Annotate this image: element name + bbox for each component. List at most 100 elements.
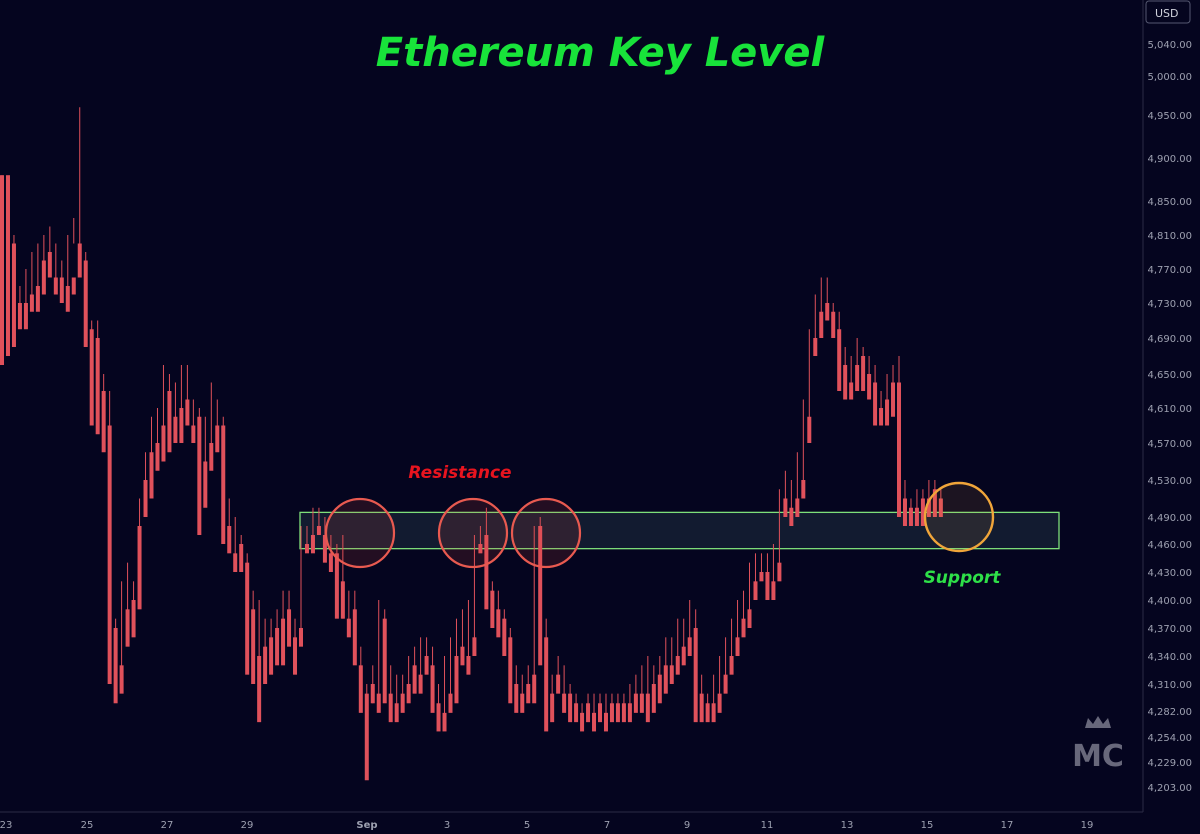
candle-body [436, 703, 441, 732]
candle-body [645, 693, 650, 723]
y-tick-label: 4,730.00 [1147, 299, 1192, 310]
candle [783, 470, 788, 517]
candle [556, 656, 561, 694]
candle [520, 674, 525, 713]
candle-body [723, 674, 728, 694]
candle [801, 399, 806, 499]
candle-body [920, 498, 925, 526]
candle [287, 590, 292, 647]
candle-body [179, 408, 184, 443]
candle-body [765, 572, 770, 600]
candle [711, 674, 716, 723]
y-tick-label: 4,950.00 [1147, 111, 1192, 122]
candle-body [717, 693, 722, 713]
candle-body [777, 562, 782, 582]
y-tick-label: 4,690.00 [1147, 334, 1192, 345]
candle-body [867, 374, 872, 400]
candle-body [639, 693, 644, 713]
candle [89, 320, 94, 426]
candle [490, 581, 495, 628]
candle-body [580, 712, 585, 732]
candle [71, 218, 76, 295]
candle [789, 480, 794, 526]
zone-layer [299, 511, 1060, 550]
candle-body [568, 693, 573, 723]
candle-body [340, 581, 345, 619]
candle-body [287, 609, 292, 647]
candle [568, 684, 573, 723]
candle [723, 637, 728, 694]
candle-body [388, 693, 393, 723]
candle [95, 320, 100, 435]
candle-body [191, 425, 196, 443]
key-level-zone [299, 511, 1060, 550]
candle [173, 382, 178, 443]
candle [0, 175, 4, 365]
candle-body [107, 425, 112, 684]
x-tick-label: 11 [761, 820, 774, 830]
candle [699, 674, 704, 723]
candle [131, 581, 136, 638]
candle [598, 693, 602, 723]
candle [125, 562, 130, 647]
candle-body [83, 260, 88, 347]
candle [107, 391, 112, 684]
candle [257, 600, 262, 723]
candle-body [861, 356, 866, 391]
candle [687, 600, 692, 656]
candle [442, 656, 447, 732]
candle-body [41, 260, 46, 295]
candle [406, 656, 411, 704]
candle [400, 674, 405, 713]
candle [65, 235, 70, 312]
candle-body [203, 461, 208, 508]
y-axis: 4,203.00 4,229.00 4,254.00 4,282.00 4,310.00… [1142, 0, 1192, 812]
candle [693, 609, 698, 723]
candle [747, 562, 752, 628]
x-tick-label: 7 [604, 820, 610, 830]
candle-body [113, 628, 118, 704]
candle [914, 489, 919, 526]
candle-body [885, 399, 890, 426]
candle-body [209, 443, 214, 471]
candle-body [143, 480, 148, 517]
candle-body [902, 498, 907, 526]
candle [466, 600, 471, 675]
candle [418, 637, 423, 694]
candle [657, 656, 662, 704]
candle-body [926, 498, 931, 517]
candle-body [472, 637, 477, 656]
x-tick-label: 17 [1001, 820, 1014, 830]
candle-body [783, 498, 788, 517]
candle [310, 507, 315, 554]
candle [263, 618, 268, 684]
candle-body [615, 703, 620, 723]
candle [639, 665, 644, 713]
candle-body [358, 665, 363, 713]
currency-badge[interactable] [1145, 0, 1191, 24]
candle-body [771, 581, 776, 600]
candle [167, 374, 172, 453]
candle [938, 489, 943, 517]
candle-body [334, 553, 339, 619]
candle [902, 480, 907, 526]
candle-body [532, 674, 537, 704]
candle-body [59, 277, 64, 303]
candle-body [328, 553, 333, 572]
candle [633, 674, 638, 713]
candle-body [71, 277, 76, 295]
candle [544, 618, 549, 732]
candle-body [322, 535, 327, 563]
candle-body [825, 303, 830, 321]
candle-body [364, 693, 369, 781]
candle-body [394, 703, 399, 723]
candle-body [478, 544, 483, 554]
candle-body [352, 609, 357, 666]
candle-body [813, 338, 818, 356]
x-tick-label: 9 [684, 820, 690, 830]
candle [161, 365, 166, 462]
candle-body [831, 311, 836, 338]
candle [717, 656, 722, 713]
candle-body [418, 674, 423, 694]
